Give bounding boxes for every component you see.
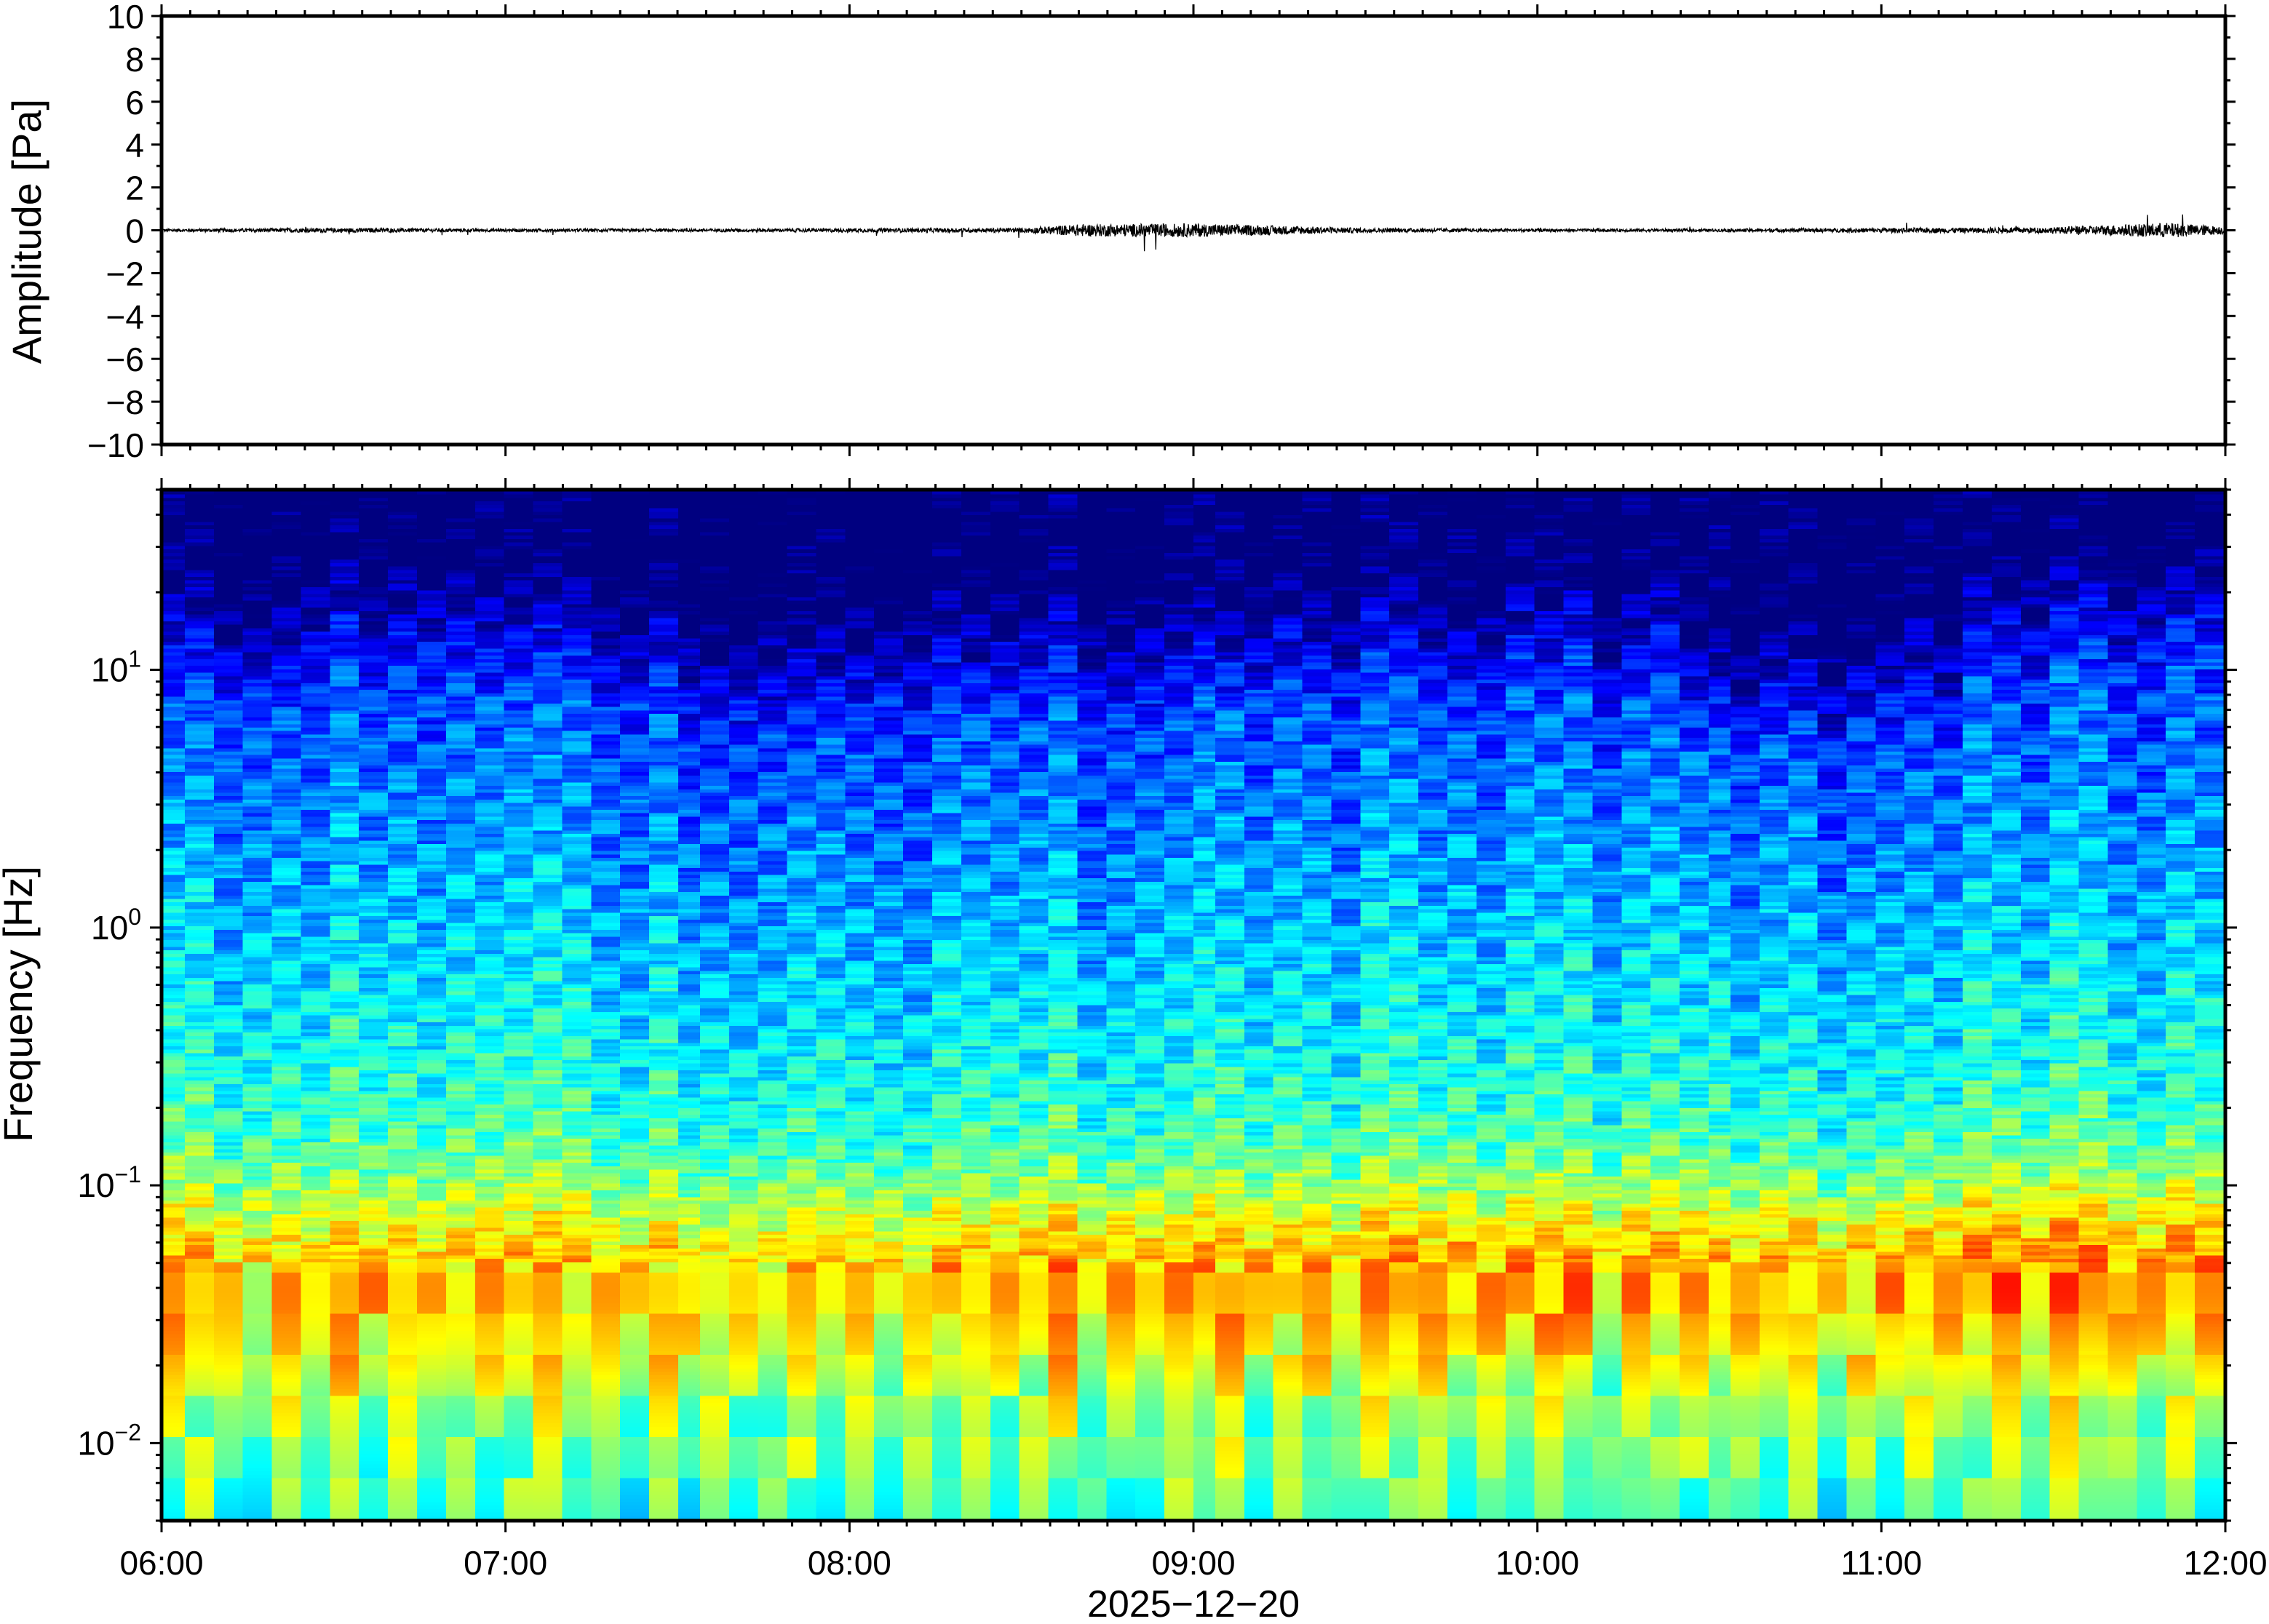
amplitude-waveform — [161, 214, 2226, 252]
amplitude-ytick-label: 6 — [125, 84, 144, 122]
amplitude-ytick-label: −10 — [87, 426, 144, 464]
amplitude-ytick-label: 4 — [125, 127, 144, 164]
spectrogram-panel: 101 100 10−1 10−2 06:00 07:00 08:00 09:00 10:00… — [0, 478, 2268, 1624]
spectrogram-frame — [159, 487, 2228, 1523]
amplitude-ytick-label: 0 — [125, 212, 144, 250]
amplitude-axis-label: Amplitude [Pa] — [4, 99, 49, 364]
amplitude-ytick-label: 8 — [125, 41, 144, 79]
time-tick-label: 12:00 — [2183, 1544, 2267, 1582]
freq-ytick-label: 10−1 — [77, 1161, 141, 1204]
amplitude-ytick-label: −8 — [106, 383, 144, 421]
time-tick-label: 08:00 — [808, 1544, 891, 1582]
amplitude-ytick-label: 2 — [125, 170, 144, 207]
spectrogram-image — [163, 491, 2224, 1519]
time-tick-label: 07:00 — [464, 1544, 547, 1582]
amplitude-frame — [159, 14, 2228, 447]
frequency-axis-label: Frequency [Hz] — [0, 866, 41, 1142]
date-axis-label: 2025−12−20 — [1087, 1583, 1300, 1624]
time-tick-label: 09:00 — [1151, 1544, 1235, 1582]
amplitude-ytick-label: −4 — [106, 298, 144, 335]
amplitude-ytick-label: 10 — [107, 0, 144, 36]
freq-ytick-label: 100 — [91, 904, 141, 947]
time-tick-label: 06:00 — [119, 1544, 203, 1582]
time-tick-label: 11:00 — [1840, 1544, 1922, 1582]
amplitude-ytick-label: −6 — [106, 341, 144, 378]
freq-ytick-label: 101 — [91, 646, 141, 689]
time-tick-label: 10:00 — [1495, 1544, 1579, 1582]
amplitude-ytick-label: −2 — [106, 255, 144, 292]
amplitude-panel: 10 8 6 4 2 0 −2 −4 −6 −8 −10 Amplitude [Pa] — [4, 0, 2236, 464]
freq-ytick-label: 10−2 — [77, 1419, 141, 1462]
